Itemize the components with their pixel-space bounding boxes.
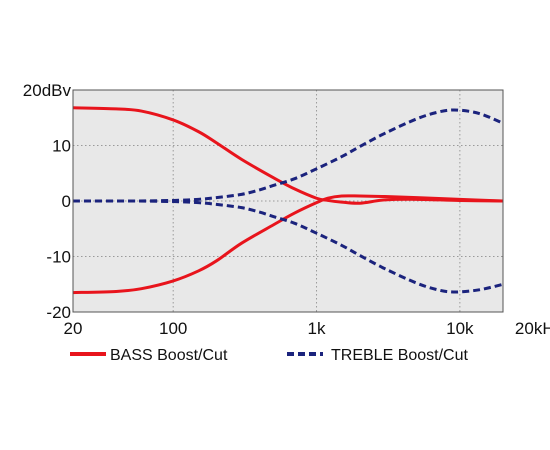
x-axis-ticks: 20 100 1k 10k 20kHz (64, 319, 550, 338)
y-axis-ticks: 20dBv 10 0 -10 -20 (23, 81, 72, 322)
x-tick-label: 10k (446, 319, 474, 338)
y-tick-label: -10 (46, 248, 71, 267)
grid-lines (73, 90, 503, 312)
treble-curve-boost (72, 108, 504, 203)
x-tick-label: 20 (64, 319, 83, 338)
legend-label: TREBLE Boost/Cut (331, 347, 469, 364)
y-tick-label: 0 (62, 192, 71, 211)
y-tick-label: -20 (46, 303, 71, 322)
series-lines (72, 106, 504, 295)
x-tick-label: 20kHz (515, 319, 550, 338)
legend-label: BASS Boost/Cut (110, 347, 228, 364)
plot-frame (72, 89, 504, 313)
legend: BASS Boost/Cut TREBLE Boost/Cut (70, 347, 469, 364)
y-tick-label: 10 (52, 137, 71, 156)
y-tick-label: 20dBv (23, 81, 72, 100)
bass-curve-boost (72, 106, 504, 205)
bass-curve-cut (72, 194, 504, 295)
x-tick-label: 1k (308, 319, 326, 338)
treble-curve-cut (72, 199, 504, 294)
x-tick-label: 100 (159, 319, 187, 338)
